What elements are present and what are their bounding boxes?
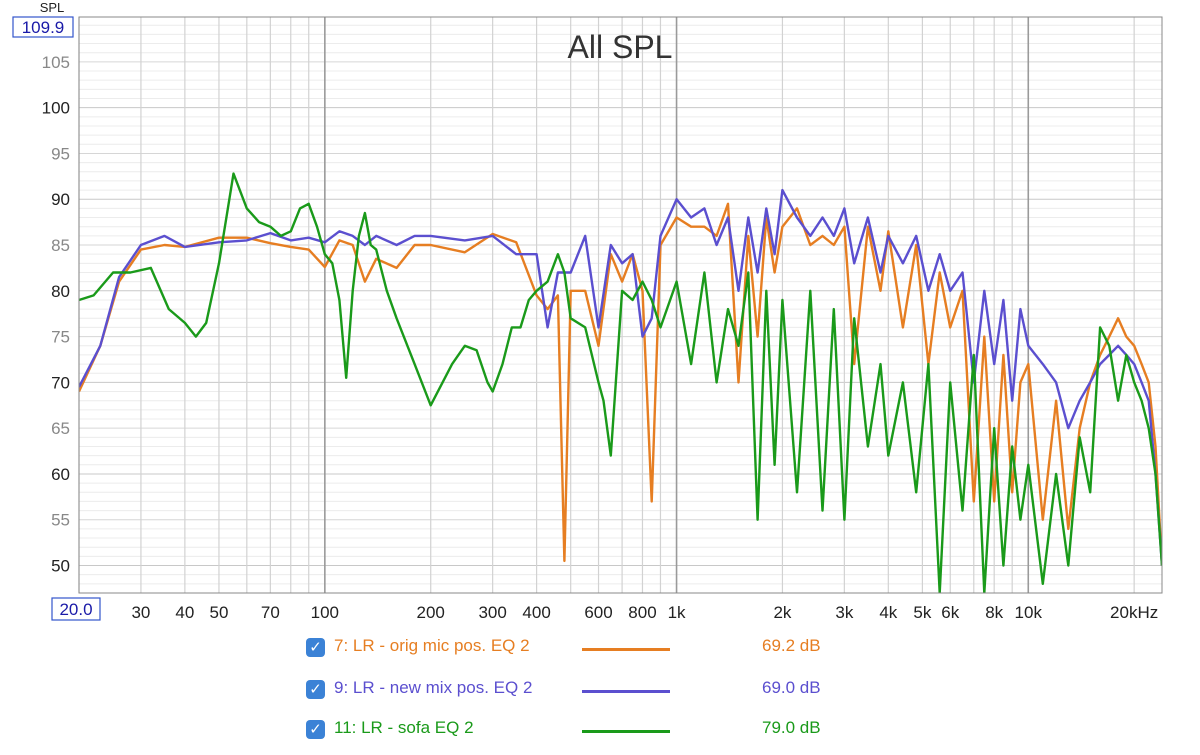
legend-series-level: 69.2 dB: [762, 636, 821, 655]
y-tick-label: 70: [51, 373, 70, 392]
y-tick-label: 65: [51, 419, 70, 438]
legend-line-swatch: [582, 730, 670, 733]
x-tick-label: 400: [522, 603, 550, 622]
x-tick-labels: 30 40 50 70 100 200 300 400 600 800 1k 2k 3k 4k 5k 6k 8k…: [131, 603, 1158, 622]
x-tick-label: 6k: [941, 603, 959, 622]
checkbox-checked-icon[interactable]: ✓: [306, 720, 325, 739]
x-tick-label: 200: [417, 603, 445, 622]
legend-item-sofa[interactable]: ✓ 11: LR - sofa EQ 2 79.0 dB: [306, 718, 866, 744]
legend-item-orig-mic[interactable]: ✓ 7: LR - orig mic pos. EQ 2 69.2 dB: [306, 636, 866, 662]
legend-item-new-mix[interactable]: ✓ 9: LR - new mix pos. EQ 2 69.0 dB: [306, 678, 866, 704]
x-tick-label: 8k: [985, 603, 1003, 622]
y-tick-label: 90: [51, 190, 70, 209]
x-tick-label: 3k: [835, 603, 853, 622]
x-tick-label: 40: [175, 603, 194, 622]
y-tick-label: 80: [51, 282, 70, 301]
legend-line-swatch: [582, 690, 670, 693]
legend-series-name: 9: LR - new mix pos. EQ 2: [334, 678, 533, 697]
x-start-box: [51, 597, 101, 621]
checkbox-checked-icon[interactable]: ✓: [306, 680, 325, 699]
x-tick-label: 1k: [668, 603, 686, 622]
y-tick-label: 95: [51, 144, 70, 163]
x-tick-label: 2k: [773, 603, 791, 622]
x-start-value: 20.0: [59, 600, 92, 619]
y-axis-label: SPL: [40, 0, 65, 15]
x-tick-label: 30: [131, 603, 150, 622]
series-lines: [79, 172, 1162, 593]
y-tick-label: 100: [42, 99, 70, 118]
y-tick-label: 85: [51, 236, 70, 255]
y-tick-label: 50: [51, 557, 70, 576]
x-tick-label: 50: [210, 603, 229, 622]
x-tick-label: 5k: [913, 603, 931, 622]
legend-series-name: 7: LR - orig mic pos. EQ 2: [334, 636, 530, 655]
plot-frame: [78, 16, 1163, 594]
x-tick-label: 4k: [879, 603, 897, 622]
x-tick-label: 800: [628, 603, 656, 622]
x-tick-label: 300: [478, 603, 506, 622]
x-tick-label: 10k: [1015, 603, 1043, 622]
series-line-1: [79, 188, 1162, 566]
x-tick-label: 20kHz: [1110, 603, 1158, 622]
legend-series-name: 11: LR - sofa EQ 2: [334, 718, 474, 737]
x-tick-label: 600: [584, 603, 612, 622]
x-tick-label: 100: [311, 603, 339, 622]
legend-line-swatch: [582, 648, 670, 651]
y-top-box: [12, 16, 74, 38]
y-tick-label: 105: [42, 53, 70, 72]
legend-series-level: 79.0 dB: [762, 718, 821, 737]
y-tick-label: 55: [51, 511, 70, 530]
checkbox-checked-icon[interactable]: ✓: [306, 638, 325, 657]
y-tick-label: 60: [51, 465, 70, 484]
x-tick-label: 70: [261, 603, 280, 622]
y-top-value: 109.9: [22, 18, 65, 37]
legend-series-level: 69.0 dB: [762, 678, 821, 697]
y-tick-label: 75: [51, 328, 70, 347]
chart-title: All SPL: [568, 29, 673, 65]
y-tick-labels: 105 100 95 90 85 80 75 70 65 60 55 50: [42, 53, 70, 576]
series-line-2: [79, 172, 1162, 593]
